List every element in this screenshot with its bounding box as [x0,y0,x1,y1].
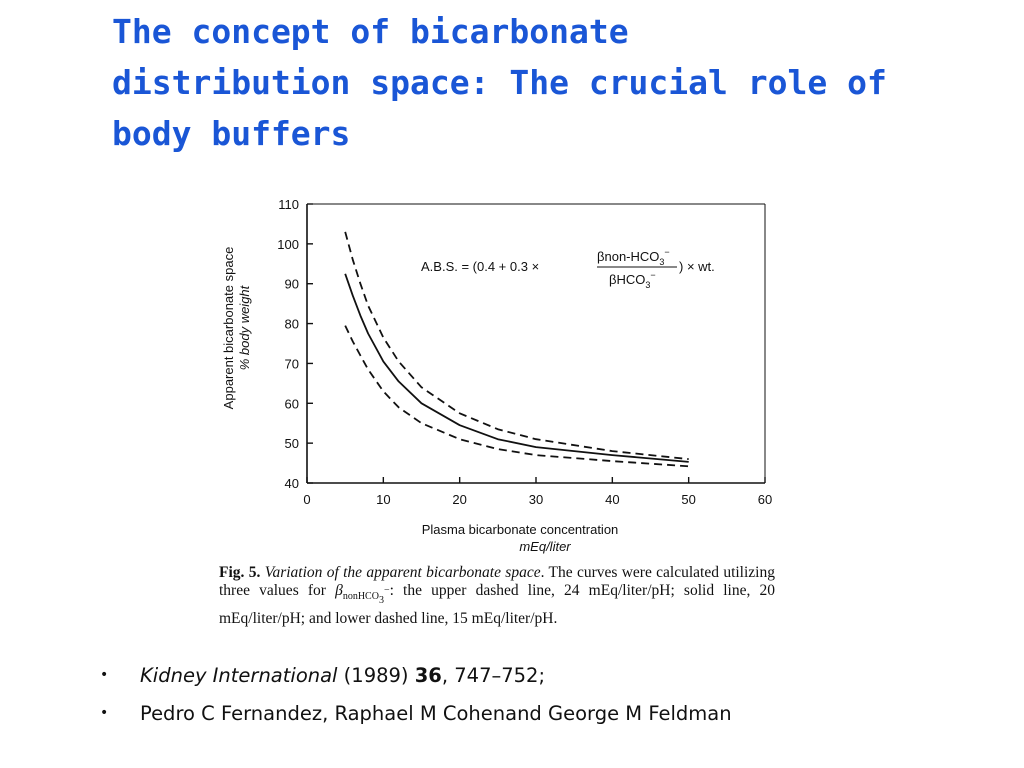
series-lines [344,231,689,468]
formula-numerator-text: βnon-HCO [597,249,659,264]
y-tick-label: 110 [278,197,299,212]
x-tick-label: 0 [303,492,310,507]
formula-lhs: A.B.S. = (0.4 + 0.3 × [421,259,539,274]
reference-authors: • Pedro C Fernandez, Raphael M Cohenand … [100,694,732,732]
beta-subscript-text: nonHCO [342,591,379,603]
formula-denominator-text: βHCO [609,272,645,287]
x-tick-label: 60 [758,492,772,507]
x-tick-label: 30 [529,492,543,507]
formula-denominator-sup: − [650,270,655,280]
caption-text-b: : the upper dashed line, 24 mEq/liter/pH… [219,582,775,628]
slide-title-line-2: distribution space: The crucial role of [112,63,887,102]
reference-citation: Kidney International (1989) 36, 747–752; [140,664,545,687]
slide-title-line-3: body buffers [112,114,351,153]
bullet-icon: • [100,667,109,683]
caption-text-a: . The curves were calculated utilizing t… [219,564,775,600]
journal-name: Kidney International [140,663,338,687]
y-tick-label: 40 [285,476,299,491]
y-tick-label: 50 [285,436,299,451]
journal-volume: 36 [414,663,442,687]
y-axis-label-line-1: Apparent bicarbonate space [221,247,236,410]
formula-numerator: βnon-HCO3− [597,247,670,267]
formula-numerator-sup: − [664,247,669,257]
beta-subscript-3: 3 [378,595,384,607]
x-tick-label: 10 [376,492,390,507]
authors-text: Pedro C Fernandez, Raphael M Cohenand Ge… [140,701,732,725]
figure-label: Fig. 5. [219,564,261,581]
y-axis-ticks: 40 50 60 70 80 90 100 110 [277,197,313,491]
y-tick-label: 100 [277,237,299,252]
x-axis-ticks: 0 10 20 30 40 50 60 [303,477,772,507]
caption-italic-text: Variation of the apparent bicarbonate sp… [264,564,541,581]
slide-title: The concept of bicarbonate distribution … [112,6,892,159]
y-axis-label-line-2: % body weight [237,284,252,370]
series-line-3-dashed [344,325,689,468]
x-axis-label-line-2: mEq/liter [519,539,571,554]
x-axis-label-line-1: Plasma bicarbonate concentration [422,522,619,537]
x-tick-label: 40 [605,492,619,507]
formula-denominator-sub: 3 [645,280,650,290]
formula-denominator: βHCO3− [609,270,656,290]
formula-rhs: ) × wt. [679,259,715,274]
y-tick-label: 70 [285,356,299,371]
y-tick-label: 90 [285,277,299,292]
abs-formula: A.B.S. = (0.4 + 0.3 × βnon-HCO3− βHCO3− … [421,247,715,290]
x-tick-label: 20 [452,492,466,507]
series-line-1-dashed [344,231,689,460]
y-tick-label: 80 [285,317,299,332]
x-tick-label: 50 [681,492,695,507]
journal-pages: , 747–752; [441,663,546,687]
bicarbonate-space-chart: 40 50 60 70 80 90 100 110 0 10 20 30 40 50 60 Apparen… [221,197,772,554]
series-line-2-solid [344,273,689,463]
beta-superscript-minus: − [383,585,390,597]
figure-caption: Fig. 5. Variation of the apparent bicarb… [219,564,775,629]
bullet-icon: • [100,705,109,721]
beta-symbol: β [335,582,343,600]
journal-year: (1989) [337,663,415,687]
plot-frame [306,203,766,484]
y-tick-label: 60 [285,396,299,411]
references-list: • Kidney International (1989) 36, 747–75… [100,656,732,732]
formula-numerator-sub: 3 [659,257,664,267]
reference-journal: • Kidney International (1989) 36, 747–75… [100,656,732,694]
slide-title-line-1: The concept of bicarbonate [112,12,629,51]
beta-subscript: nonHCO3− [342,585,390,606]
